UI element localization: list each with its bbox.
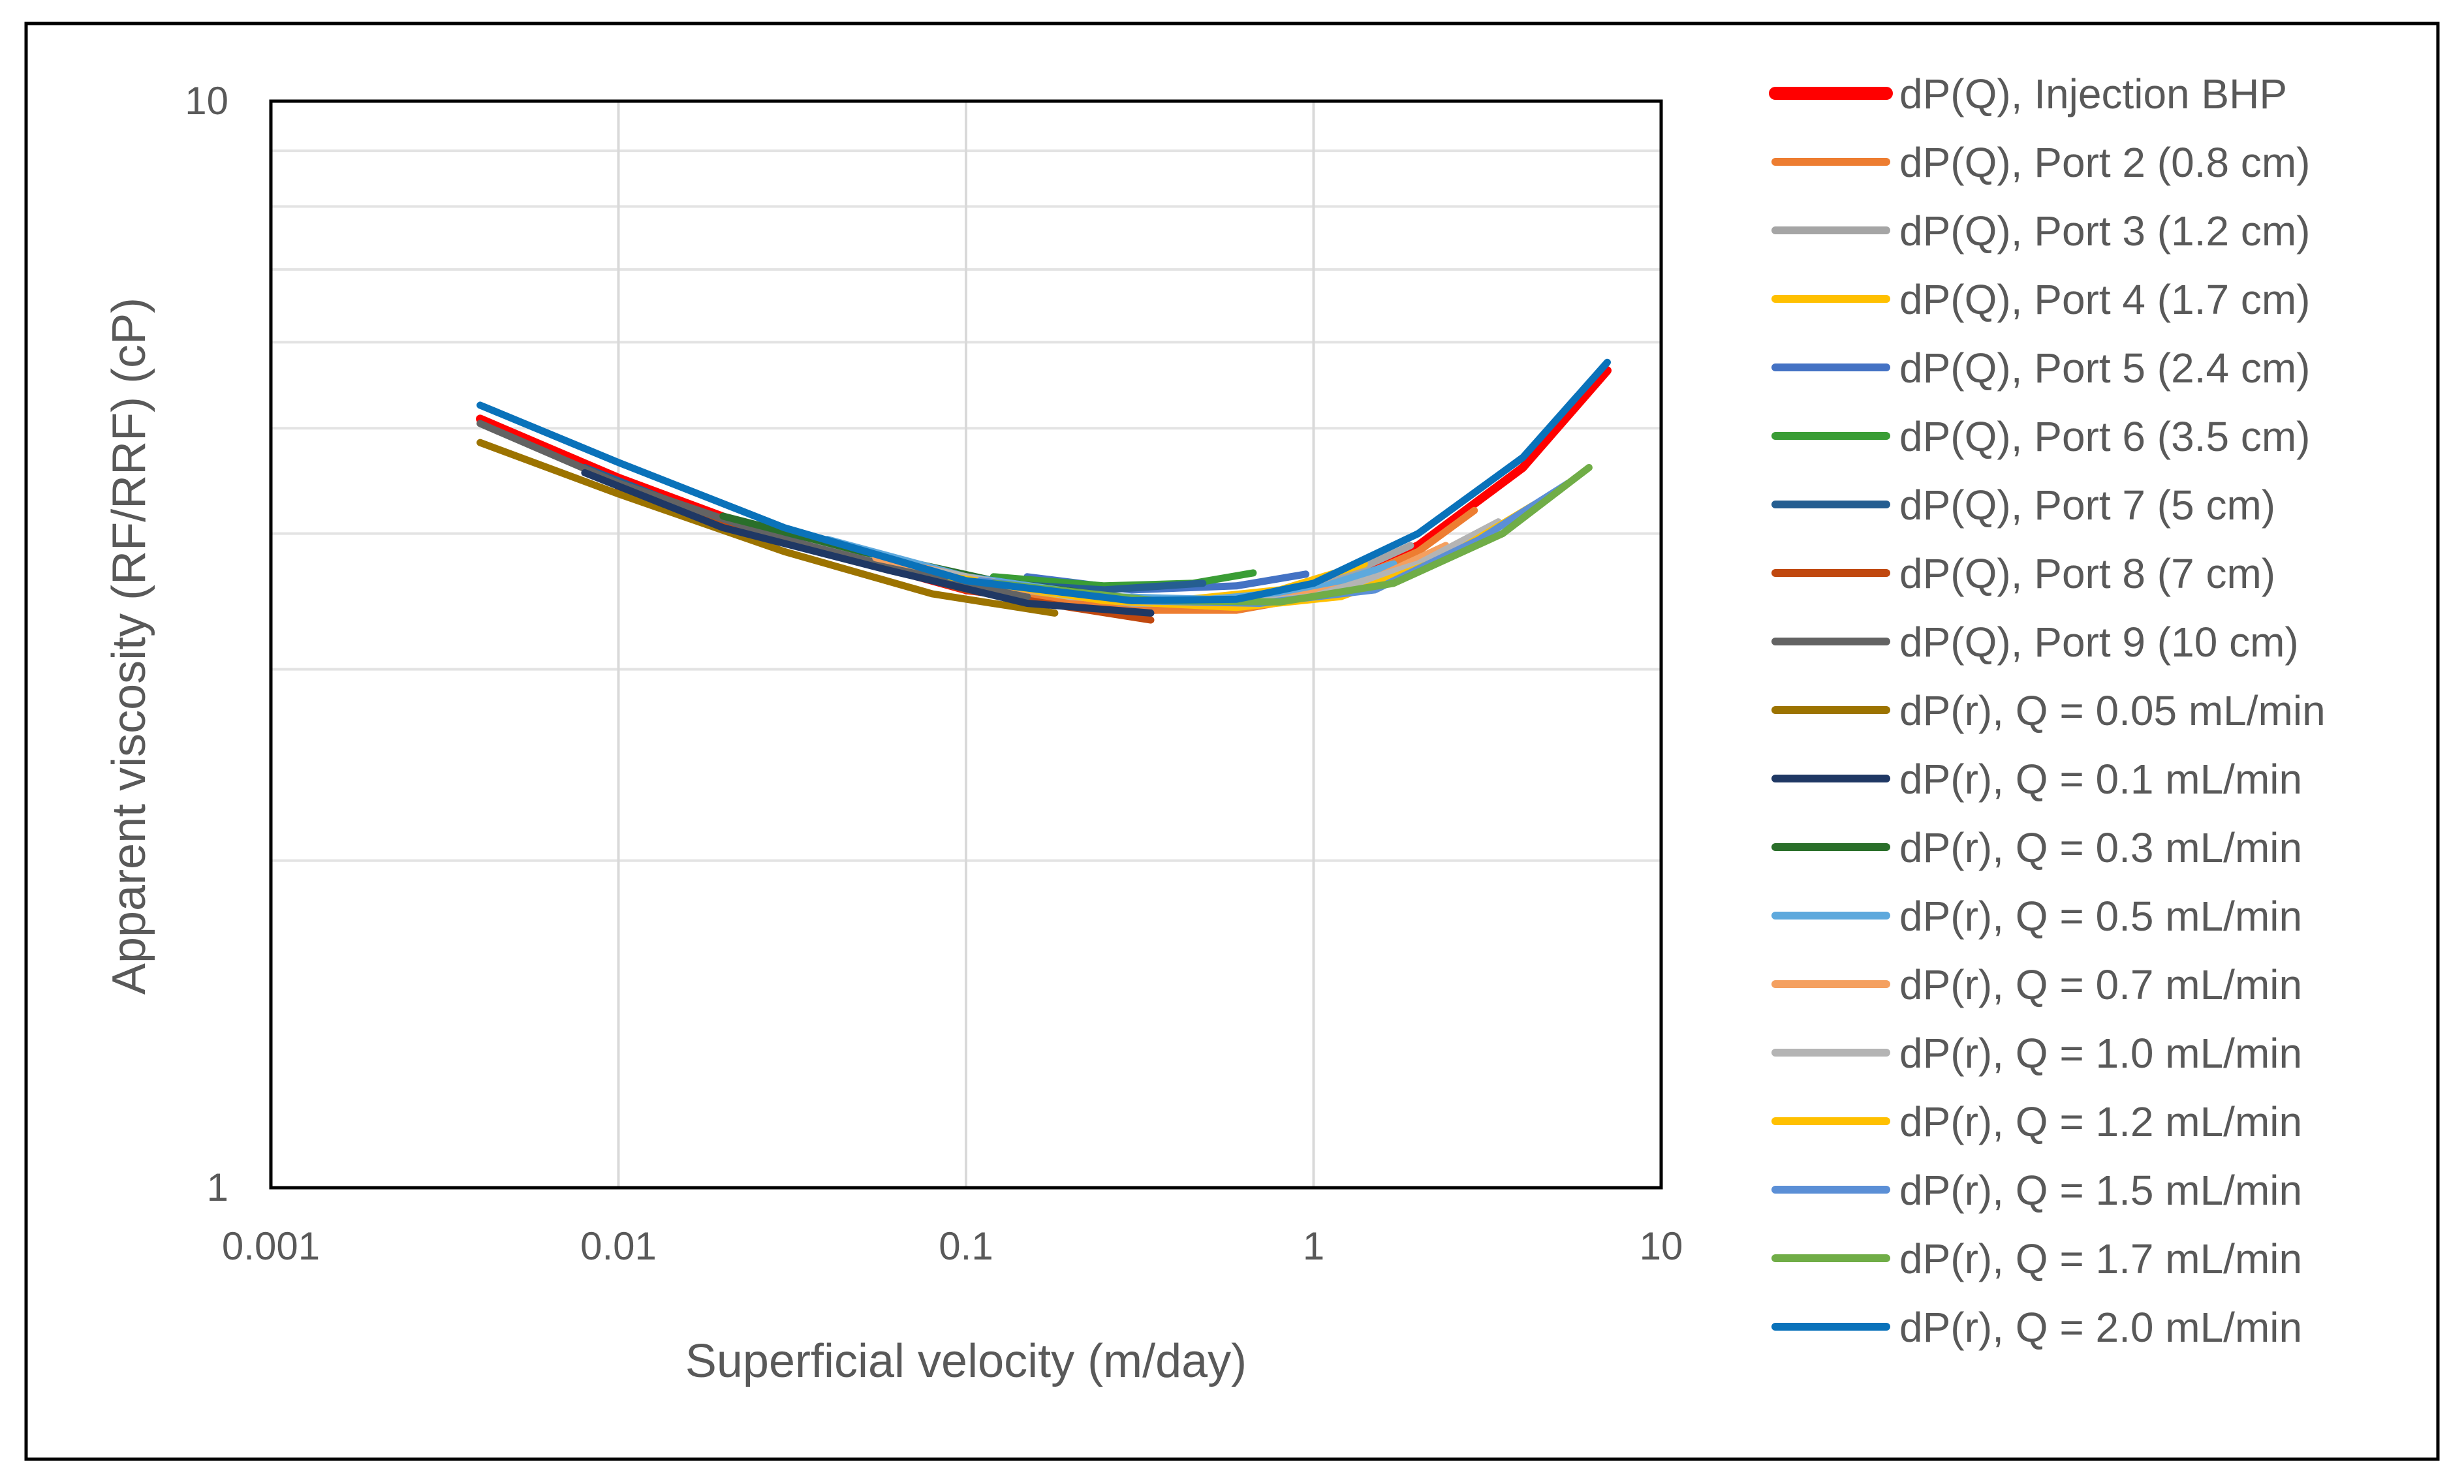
legend-label-13: dP(r), Q = 0.5 mL/min <box>1899 893 2302 940</box>
legend: dP(Q), Injection BHP dP(Q), Port 2 (0.8 c… <box>1769 70 2326 1351</box>
legend-label-9: dP(Q), Port 9 (10 cm) <box>1899 619 2299 666</box>
legend-label-11: dP(r), Q = 0.1 mL/min <box>1899 756 2302 803</box>
series-line-10 <box>476 439 1059 617</box>
legend-label-1: dP(Q), Injection BHP <box>1899 70 2287 117</box>
legend-label-17: dP(r), Q = 1.5 mL/min <box>1899 1167 2302 1214</box>
legend-label-5: dP(Q), Port 5 (2.4 cm) <box>1899 345 2310 392</box>
legend-label-12: dP(r), Q = 0.3 mL/min <box>1899 824 2302 871</box>
grid-layer <box>271 101 1661 1188</box>
x-axis-title: Superficial velocity (m/day) <box>685 1335 1247 1387</box>
series-line-11 <box>581 469 1155 617</box>
x-tick-label: 0.01 <box>580 1224 657 1268</box>
legend-label-15: dP(r), Q = 1.0 mL/min <box>1899 1030 2302 1077</box>
series-layer <box>476 358 1612 624</box>
legend-label-10: dP(r), Q = 0.05 mL/min <box>1899 687 2326 734</box>
legend-label-7: dP(Q), Port 7 (5 cm) <box>1899 482 2275 529</box>
x-tick-label: 0.1 <box>939 1224 993 1268</box>
series-line-19 <box>476 358 1611 604</box>
y-tick-label: 1 <box>207 1166 228 1209</box>
legend-label-14: dP(r), Q = 0.7 mL/min <box>1899 961 2302 1008</box>
legend-label-16: dP(r), Q = 1.2 mL/min <box>1899 1098 2302 1145</box>
legend-label-19: dP(r), Q = 2.0 mL/min <box>1899 1304 2302 1351</box>
x-tick-label: 1 <box>1303 1224 1324 1268</box>
legend-label-6: dP(Q), Port 6 (3.5 cm) <box>1899 413 2310 460</box>
legend-label-18: dP(r), Q = 1.7 mL/min <box>1899 1235 2302 1282</box>
legend-label-2: dP(Q), Port 2 (0.8 cm) <box>1899 139 2310 186</box>
y-axis-title: Apparent viscosity (RF/RRF) (cP) <box>103 298 155 995</box>
y-tick-label: 10 <box>185 79 228 123</box>
legend-label-4: dP(Q), Port 4 (1.7 cm) <box>1899 276 2310 323</box>
x-tick-label: 10 <box>1640 1224 1683 1268</box>
x-tick-label: 0.001 <box>222 1224 320 1268</box>
plot-area-border <box>269 99 1663 1190</box>
tick-layer: 0.001 0.01 0.1 1 10 1 10 <box>185 79 1683 1268</box>
legend-label-3: dP(Q), Port 3 (1.2 cm) <box>1899 208 2310 255</box>
chart-border <box>24 22 2440 1461</box>
legend-label-8: dP(Q), Port 8 (7 cm) <box>1899 550 2275 597</box>
